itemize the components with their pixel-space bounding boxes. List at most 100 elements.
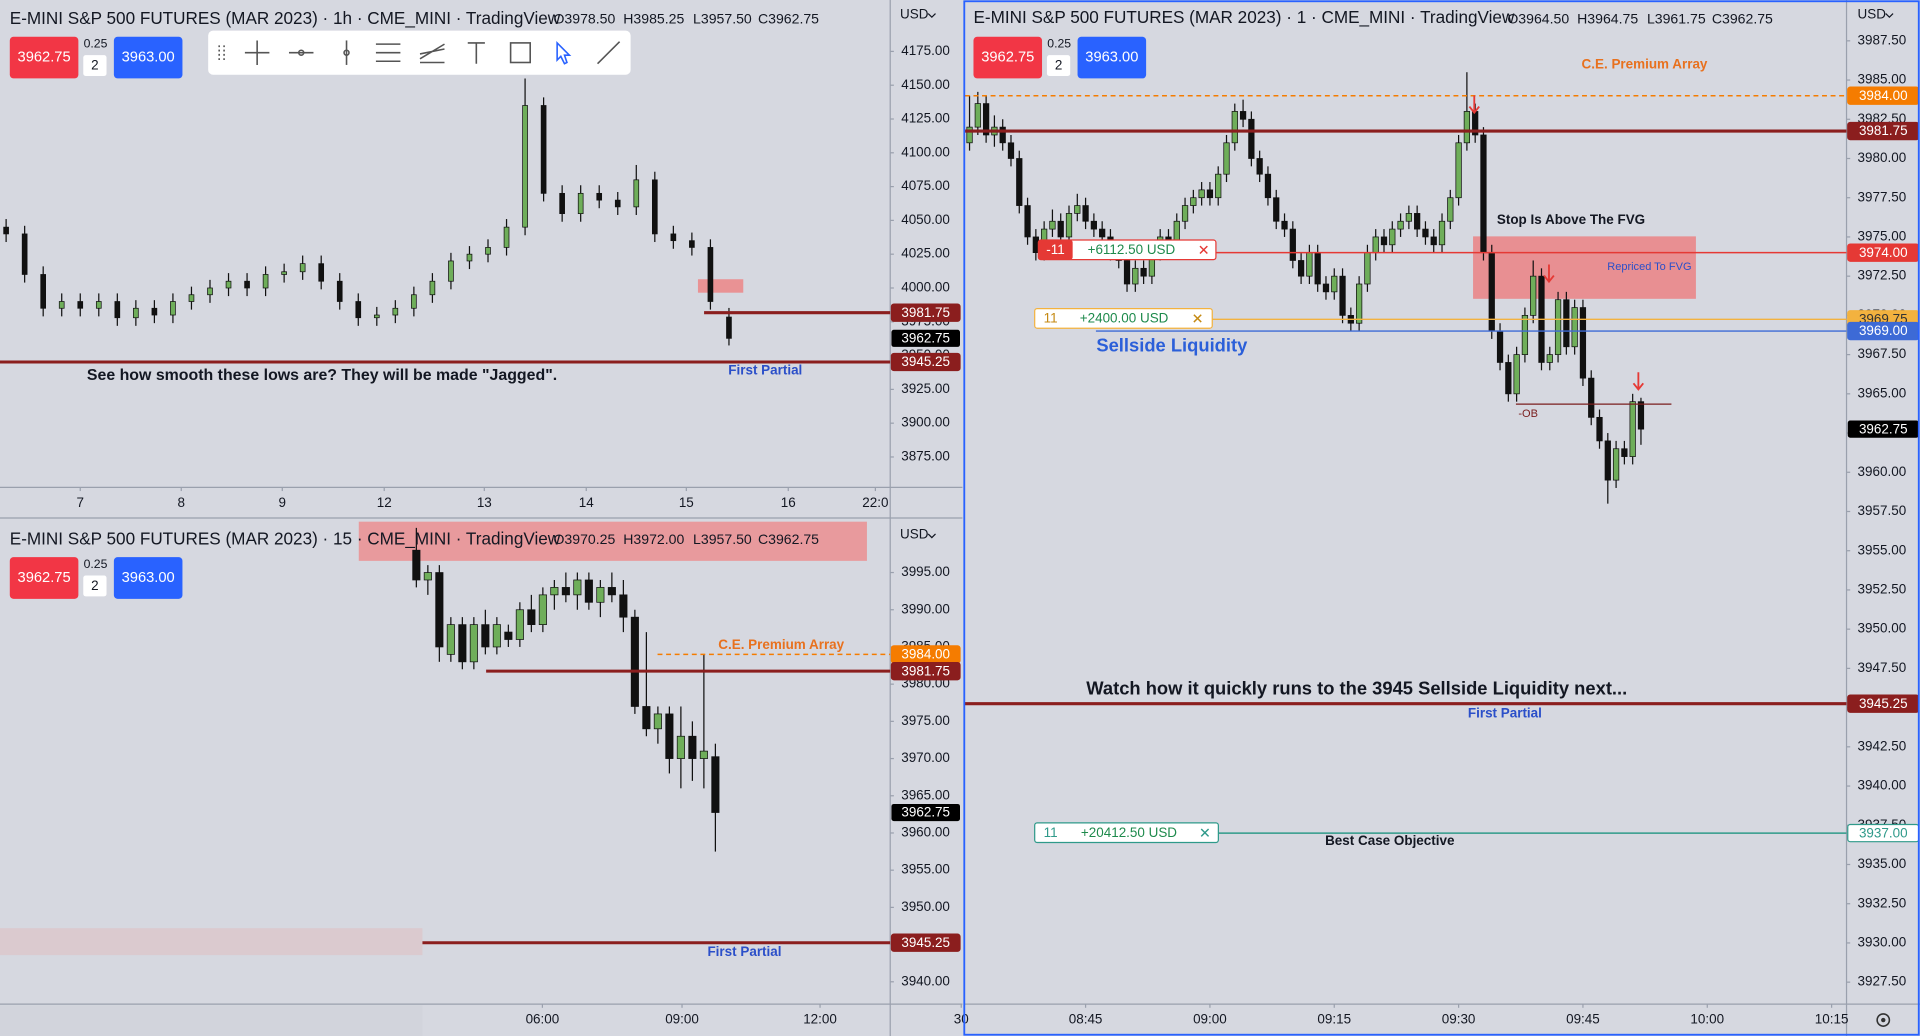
candle-body [95, 301, 102, 309]
buy-price: 3963.00 [122, 49, 175, 65]
candle-body [392, 307, 399, 316]
candle-body [1513, 354, 1520, 395]
rect-tool[interactable] [509, 42, 531, 64]
tick-size: 0.25 [84, 557, 108, 571]
fvg-zone [1473, 236, 1696, 299]
x-tick-label: 12:00 [803, 1012, 837, 1027]
y-tick-label: 3950.00 [1858, 621, 1907, 636]
text-tool[interactable] [467, 42, 485, 64]
annotation: -OB [1518, 408, 1538, 420]
position[interactable]: 11 +2400.00 USD [1034, 308, 1213, 329]
candle-body [412, 549, 421, 581]
buy-price: 3963.00 [1085, 49, 1138, 65]
candle-body [1571, 307, 1578, 348]
qty-box[interactable] [83, 575, 107, 597]
x-tick-label: 8 [178, 495, 185, 510]
candle-body [1430, 236, 1437, 246]
qty: 2 [1055, 58, 1062, 73]
position-pnl: +6112.50 USD [1088, 242, 1176, 257]
y-tick-label: 3947.50 [1858, 660, 1907, 675]
candle-body [614, 199, 621, 208]
candle-body [504, 631, 513, 640]
candle-body [503, 226, 510, 248]
close-position[interactable] [1200, 828, 1210, 837]
ray-dot [297, 49, 305, 56]
candle-body [1132, 267, 1139, 285]
y-tick-label: 4150.00 [901, 77, 950, 92]
y-tick-label: 3975.00 [901, 713, 950, 728]
currency[interactable]: USD [900, 6, 929, 21]
position-box [1034, 308, 1213, 329]
candle-body [1281, 220, 1288, 230]
sell-price: 3962.75 [18, 570, 71, 586]
candle-body [373, 314, 380, 319]
sell-button[interactable] [973, 36, 1043, 79]
position-qty: -11 [1046, 242, 1064, 257]
currency[interactable]: USD [1858, 6, 1887, 21]
pitchfork-tool[interactable] [419, 43, 445, 64]
ohlc-open: O3978.50 [553, 10, 615, 26]
candle-body [1223, 142, 1230, 175]
y-tick-label: 3990.00 [901, 601, 950, 616]
price-badge-label: 3937.00 [1859, 825, 1908, 840]
currency[interactable]: USD [900, 527, 929, 542]
ohlc-close: C3962.75 [758, 531, 819, 547]
candle-body [1049, 220, 1056, 230]
trendline-tool[interactable] [596, 41, 621, 65]
blurred-area [0, 928, 423, 956]
position[interactable]: 11 +20412.50 USD [1034, 822, 1219, 844]
tick-size: 0.25 [1047, 36, 1071, 50]
chart-title: E-MINI S&P 500 FUTURES (MAR 2023) · 1 · … [973, 7, 1514, 27]
fib-tool[interactable] [375, 43, 401, 63]
candle-body [262, 274, 269, 289]
candle-body [1397, 220, 1404, 230]
price-badge-label: 3945.25 [901, 935, 950, 950]
cursor-tool[interactable] [556, 40, 572, 65]
y-tick-label: 3987.50 [1858, 32, 1907, 47]
candle-body [538, 594, 547, 625]
last-price-label: 3962.75 [901, 331, 950, 346]
candle-body [607, 587, 616, 596]
candle-body [1322, 283, 1330, 293]
sell-button[interactable] [9, 36, 79, 79]
crosshair-tool[interactable] [244, 40, 270, 65]
close-position[interactable] [1199, 245, 1208, 255]
buy-price: 3963.00 [122, 570, 175, 586]
candle-body [707, 247, 714, 302]
candle-body [670, 233, 677, 242]
gear-icon [1876, 1013, 1891, 1027]
close-position[interactable] [1193, 314, 1202, 323]
candle-body [711, 756, 720, 813]
y-tick-label: 3942.50 [1858, 738, 1907, 753]
candle-body [1206, 189, 1214, 199]
candle-body [435, 572, 444, 648]
qty-box[interactable] [1046, 55, 1071, 76]
candle-body [448, 260, 454, 282]
candle-body [1480, 134, 1487, 253]
qty-box[interactable] [83, 55, 107, 76]
candle-body [527, 609, 536, 625]
y-tick-label: 3930.00 [1858, 934, 1907, 949]
arrow-icon [1632, 372, 1644, 391]
candle-body [1314, 252, 1321, 285]
x-tick-label: 09:00 [665, 1012, 699, 1027]
sell-button[interactable] [9, 557, 79, 599]
price-badge [890, 661, 961, 681]
ohlc-close: C3962.75 [758, 10, 819, 26]
candle-body [299, 263, 306, 273]
y-tick-label: 4100.00 [901, 144, 950, 159]
candle-body [1422, 228, 1429, 238]
candle-body [1198, 189, 1205, 199]
buy-button[interactable] [113, 557, 183, 599]
price-badge [890, 933, 961, 952]
x-tick-label: 15 [679, 495, 694, 510]
buy-button[interactable] [1077, 36, 1147, 79]
settings-button[interactable] [1876, 1013, 1891, 1027]
active-panel-border [963, 0, 1920, 1036]
position-qty-box [1038, 240, 1073, 260]
buy-button[interactable] [113, 36, 183, 79]
position[interactable]: -11 +6112.50 USD [1037, 239, 1217, 261]
candle-body [1273, 197, 1280, 222]
